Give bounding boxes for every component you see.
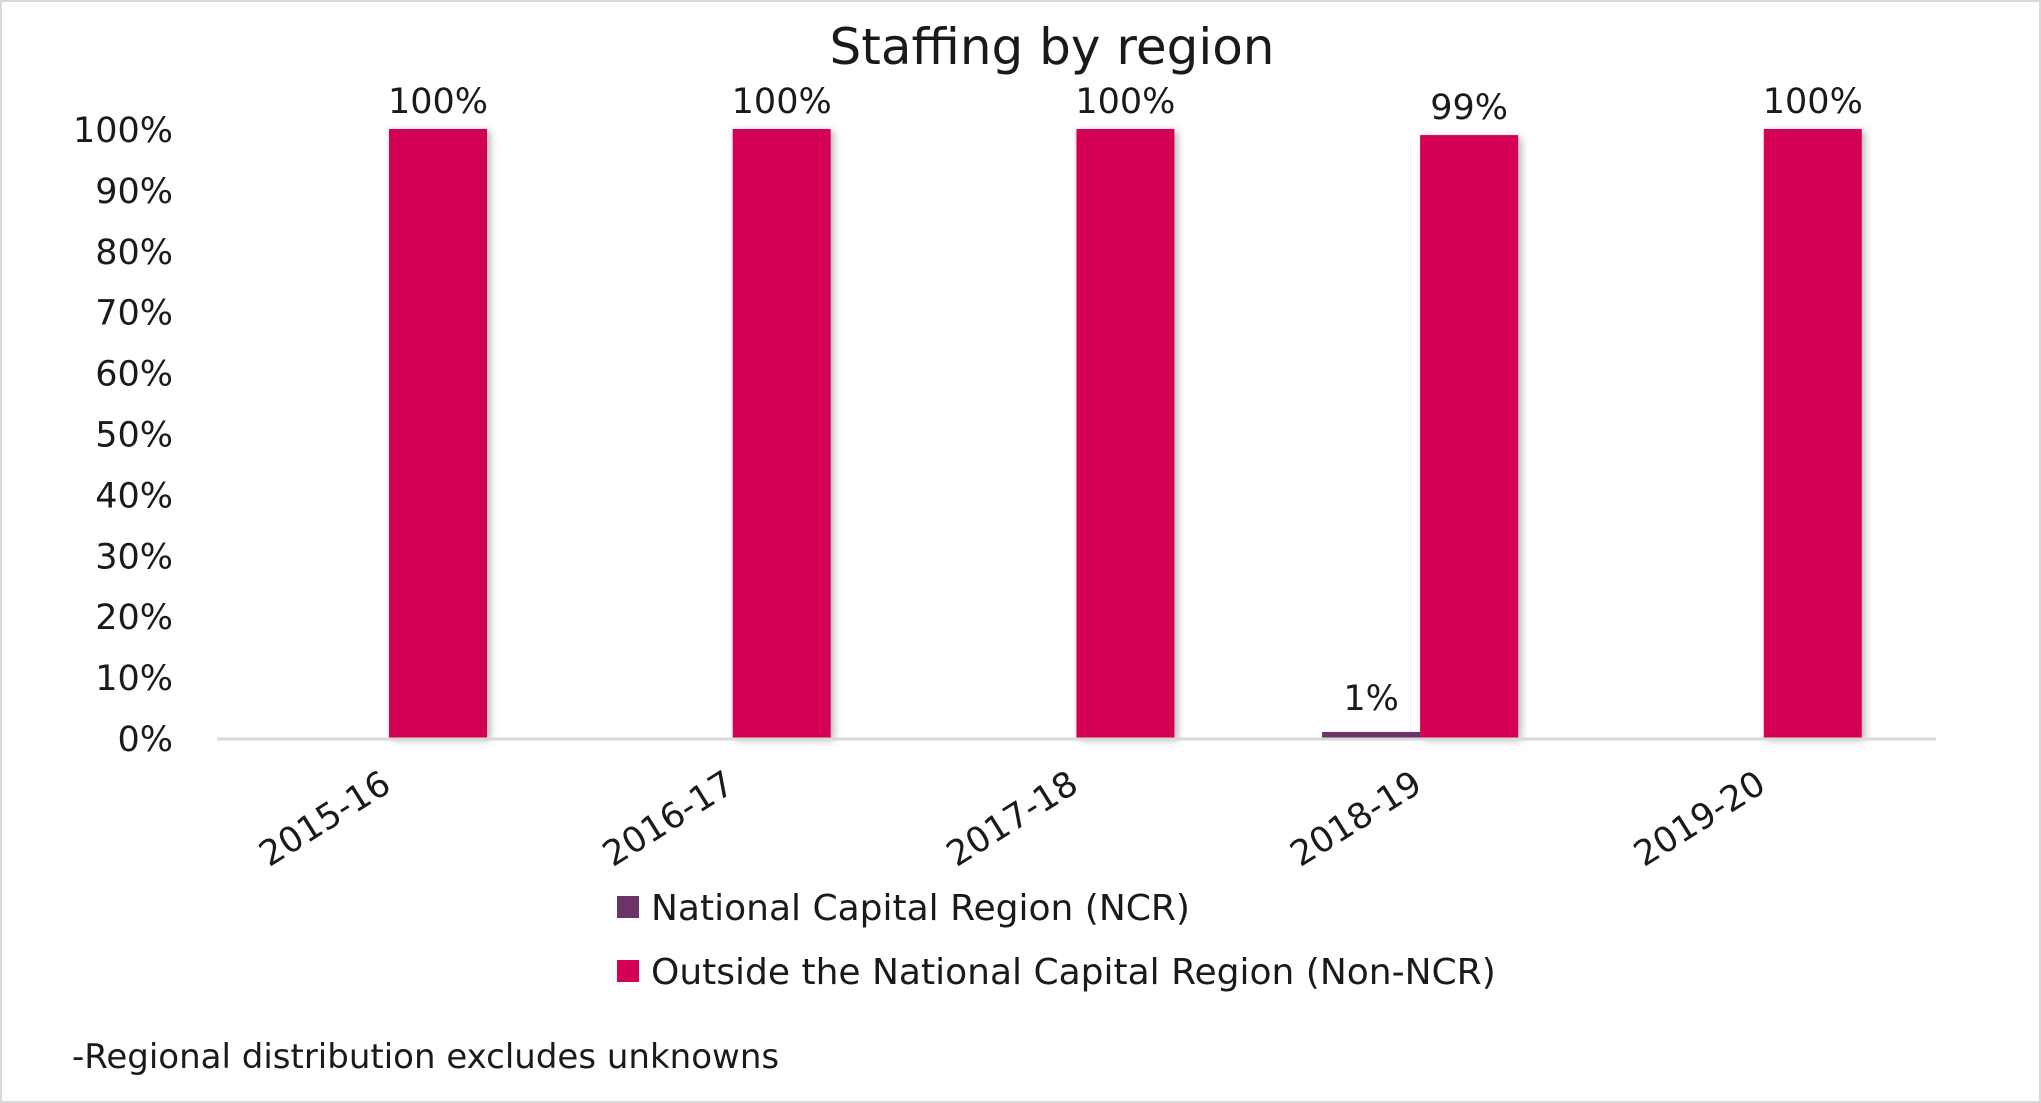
bar-non-ncr xyxy=(1420,135,1519,739)
bar-ncr xyxy=(1322,731,1421,738)
y-axis: 0% 10% 20% 30% 40% 50% 60% 70% 80% 90% 100% xyxy=(73,111,173,760)
x-tick-label: 2019-20 xyxy=(1627,764,1772,875)
legend-label: Outside the National Capital Region (Non… xyxy=(651,952,1496,993)
y-tick-label: 40% xyxy=(95,476,173,516)
data-label: 100% xyxy=(1075,82,1175,122)
y-tick-label: 10% xyxy=(95,659,173,699)
legend-swatch xyxy=(617,960,639,982)
y-tick-label: 90% xyxy=(95,172,173,212)
bars: 100% 100% 100% 1% 99% 100% xyxy=(388,82,1863,739)
data-label: 100% xyxy=(1763,82,1863,122)
footnote: -Regional distribution excludes unknowns xyxy=(72,1037,779,1077)
data-label: 100% xyxy=(388,82,488,122)
y-tick-label: 50% xyxy=(95,416,173,456)
legend-swatch xyxy=(617,896,639,918)
data-label: 1% xyxy=(1343,679,1399,719)
legend-label: National Capital Region (NCR) xyxy=(651,888,1190,929)
bar-non-ncr xyxy=(732,129,831,738)
x-axis: 2015-16 2016-17 2017-18 2018-19 2019-20 xyxy=(253,764,1773,875)
chart-title: Staffing by region xyxy=(830,18,1275,76)
y-tick-label: 0% xyxy=(117,720,173,760)
x-tick-label: 2016-17 xyxy=(596,764,741,875)
bar-non-ncr xyxy=(1076,129,1175,738)
bar-non-ncr xyxy=(389,129,487,738)
data-label: 99% xyxy=(1430,88,1508,128)
y-tick-label: 20% xyxy=(95,598,173,638)
bar-non-ncr xyxy=(1763,129,1862,738)
y-tick-label: 30% xyxy=(95,537,173,577)
data-label: 100% xyxy=(732,82,832,122)
x-tick-label: 2017-18 xyxy=(940,764,1085,875)
y-tick-label: 80% xyxy=(95,233,173,273)
y-tick-label: 100% xyxy=(73,111,173,151)
legend: National Capital Region (NCR) Outside the… xyxy=(617,888,1496,993)
y-tick-label: 70% xyxy=(95,294,173,334)
y-tick-label: 60% xyxy=(95,355,173,395)
x-tick-label: 2018-19 xyxy=(1284,764,1429,875)
x-tick-label: 2015-16 xyxy=(253,764,398,875)
